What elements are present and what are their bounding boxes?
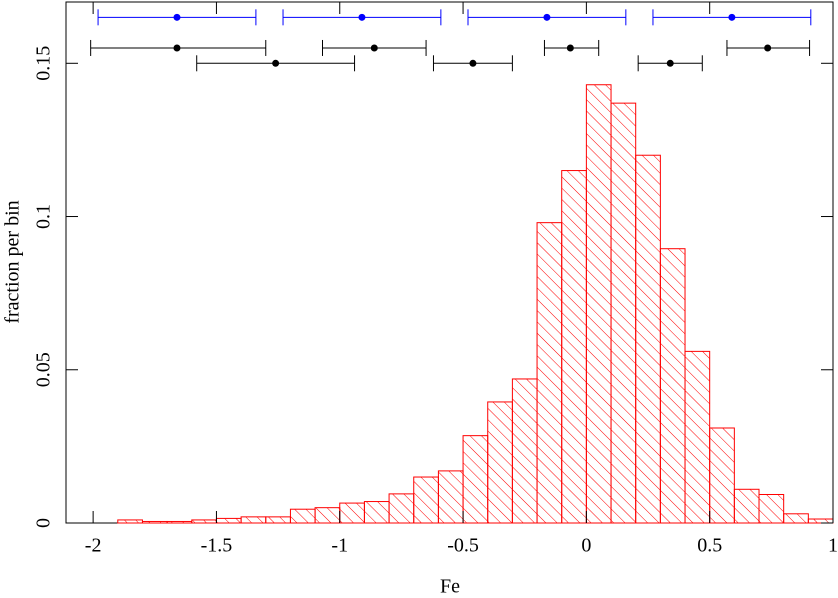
bar	[635, 154, 661, 524]
bar	[141, 520, 168, 524]
point	[272, 59, 280, 67]
bar	[240, 516, 267, 524]
point	[728, 13, 736, 21]
bar	[610, 102, 637, 524]
bar	[709, 427, 735, 524]
y-tick-label: 0.1	[33, 204, 55, 229]
bar	[289, 508, 316, 524]
bar	[511, 378, 538, 524]
bar	[536, 222, 563, 524]
x-tick-label: -1	[331, 535, 348, 557]
point	[543, 13, 551, 21]
bar	[733, 488, 760, 524]
x-tick-label: 0	[581, 535, 591, 557]
bar	[758, 493, 785, 524]
point	[358, 13, 366, 21]
x-tick-label: 0.5	[697, 535, 722, 557]
point	[469, 59, 477, 67]
bar	[659, 248, 686, 524]
bar	[462, 435, 489, 524]
bar	[561, 170, 587, 524]
x-tick-label: 1	[828, 535, 838, 557]
point	[173, 44, 181, 52]
bar	[413, 476, 439, 524]
x-tick-label: -2	[85, 535, 102, 557]
point	[370, 44, 378, 52]
bar	[339, 502, 365, 524]
bar	[487, 401, 513, 524]
bar	[585, 84, 612, 524]
bar	[215, 517, 242, 524]
bar	[314, 507, 341, 524]
bar	[684, 350, 711, 524]
bar	[807, 518, 834, 524]
point	[566, 44, 574, 52]
y-tick-label: 0.05	[33, 352, 55, 387]
point	[173, 13, 181, 21]
y-tick-label: 0	[33, 518, 55, 528]
x-tick-label: -1.5	[201, 535, 233, 557]
bar	[363, 501, 390, 524]
bar	[166, 520, 193, 524]
point	[666, 59, 674, 67]
point	[764, 44, 772, 52]
y-axis-label: fraction per bin	[2, 200, 24, 323]
bar	[388, 493, 415, 524]
bar	[265, 516, 291, 524]
x-axis-label: Fe	[440, 576, 460, 598]
x-tick-label: -0.5	[447, 535, 479, 557]
bar	[191, 519, 217, 524]
bar	[117, 519, 143, 524]
bar	[783, 513, 809, 524]
bar	[437, 470, 464, 524]
y-tick-label: 0.15	[33, 46, 55, 81]
